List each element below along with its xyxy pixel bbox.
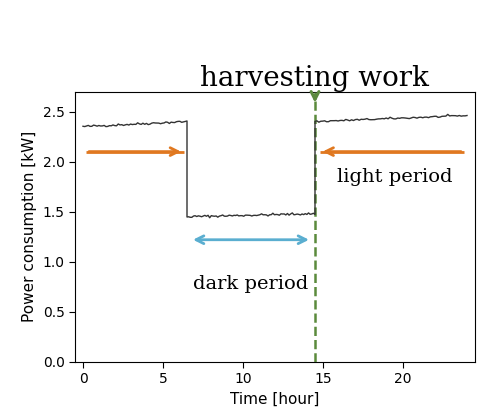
Text: dark period: dark period <box>194 275 308 293</box>
Text: harvesting work: harvesting work <box>200 64 430 92</box>
Y-axis label: Power consumption [kW]: Power consumption [kW] <box>22 131 37 322</box>
Text: light period: light period <box>337 168 453 186</box>
X-axis label: Time [hour]: Time [hour] <box>230 392 320 407</box>
